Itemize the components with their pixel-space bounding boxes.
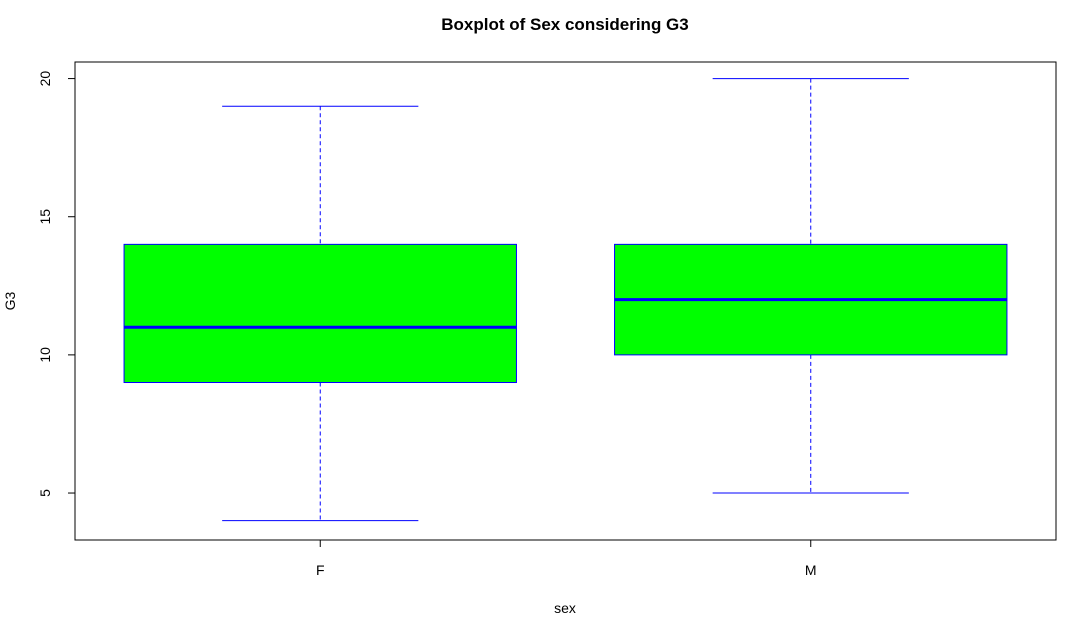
y-tick-label: 20 bbox=[37, 71, 53, 87]
boxes-group bbox=[123, 78, 1008, 522]
y-tick-label: 15 bbox=[37, 209, 53, 225]
y-tick-label: 5 bbox=[37, 489, 53, 497]
x-axis-label: sex bbox=[554, 600, 576, 616]
box-F bbox=[123, 243, 517, 384]
x-tick-label: M bbox=[805, 562, 817, 578]
x-tick-label: F bbox=[316, 562, 325, 578]
y-axis-label: G3 bbox=[2, 291, 18, 310]
y-axis: 5 10 15 20 bbox=[37, 71, 76, 497]
chart-title: Boxplot of Sex considering G3 bbox=[441, 15, 688, 34]
y-tick-label: 10 bbox=[37, 347, 53, 363]
